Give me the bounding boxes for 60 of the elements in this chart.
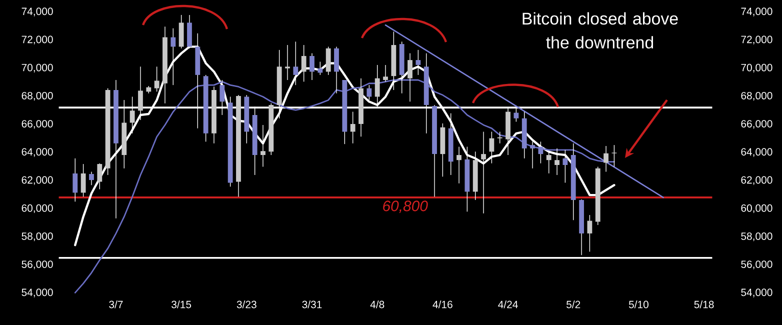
y-tick-label: 74,000 [22, 8, 53, 16]
x-tick-label: 5/2 [566, 300, 580, 308]
candlestick [456, 146, 462, 184]
y2-tick-label: 68,000 [741, 92, 772, 101]
y-tick-label: 58,000 [22, 232, 53, 242]
candlestick [481, 131, 486, 214]
y-tick-label: 56,000 [22, 260, 53, 270]
candlestick [554, 148, 560, 176]
y2-tick-label: 56,000 [741, 260, 772, 270]
x-tick-label: 3/31 [302, 300, 322, 308]
y2-tick-label: 64,000 [741, 148, 772, 157]
candlestick [497, 131, 502, 144]
candlestick [72, 158, 78, 202]
candlestick [97, 162, 102, 190]
x-tick-label: 4/24 [498, 300, 518, 308]
y-tick-label: 54,000 [22, 288, 53, 298]
candlestick [612, 144, 617, 168]
y2-tick-label: 72,000 [741, 36, 772, 44]
y-tick-label: 72,000 [22, 36, 53, 44]
candlestick [408, 52, 412, 102]
candlestick [538, 141, 544, 164]
x-tick-label: 3/15 [172, 300, 192, 308]
y2-tick-label: 58,000 [741, 232, 772, 242]
y2-tick-label: 70,000 [741, 64, 772, 73]
y2-tick-label: 60,000 [741, 204, 772, 214]
candlestick [260, 124, 266, 168]
y2-tick-label: 54,000 [741, 288, 772, 298]
x-tick-label: 5/18 [694, 300, 714, 308]
x-tick-label: 4/8 [370, 300, 384, 308]
y-tick-label: 60,000 [22, 204, 53, 214]
candlestick [562, 150, 568, 184]
x-tick-label: 3/23 [236, 300, 256, 308]
y-tick-label: 64,000 [22, 148, 53, 157]
y-tick-label: 68,000 [22, 92, 53, 101]
candlestick [285, 44, 290, 80]
y2-tick-label: 66,000 [741, 120, 772, 129]
candlestick [383, 64, 388, 82]
candlestick [489, 131, 494, 164]
x-tick-label: 5/10 [628, 300, 648, 308]
annotation: Bitcoin closed above the downtrend [522, 12, 678, 49]
candlestick [350, 111, 356, 144]
candlestick [604, 146, 608, 172]
x-tick-label: 3/7 [109, 300, 123, 308]
candlestick [154, 66, 160, 92]
candlestick [366, 84, 372, 100]
y2-tick-label: 74,000 [741, 8, 772, 16]
ref-line-label: 60,800 [383, 200, 428, 213]
y-tick-label: 66,000 [22, 120, 53, 129]
candlestick [546, 151, 552, 174]
candlestick [530, 141, 535, 169]
candlestick [310, 52, 314, 80]
candlestick [80, 164, 86, 198]
x-tick-label: 4/16 [432, 300, 452, 308]
candlestick [587, 214, 592, 252]
candlestick [318, 61, 323, 76]
candlestick [89, 171, 94, 186]
y2-tick-label: 62,000 [741, 176, 772, 185]
candlestick [416, 50, 421, 76]
y-tick-label: 70,000 [22, 64, 53, 73]
y-tick-label: 62,000 [22, 176, 53, 185]
